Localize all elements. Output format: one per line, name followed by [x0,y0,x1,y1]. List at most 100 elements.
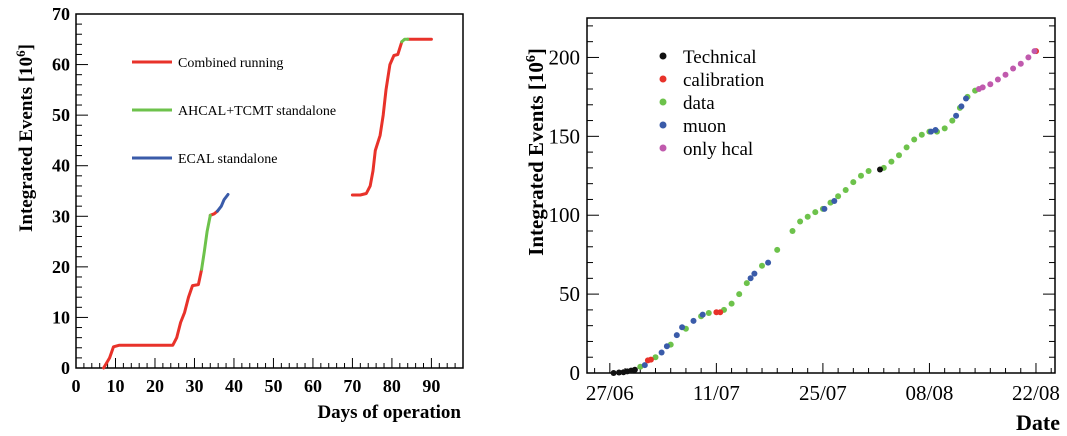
data-point [699,311,706,318]
data-point [865,168,872,174]
data-point [705,310,712,316]
data-point [850,179,857,186]
data-point [877,166,883,173]
data-point [812,209,819,216]
data-point [690,317,697,324]
y-tick-label: 20 [52,257,70,277]
x-tick-label: 11/07 [693,381,740,405]
legend-label: AHCAL+TCMT standalone [178,104,336,119]
data-point [858,172,864,179]
data-point [679,324,686,331]
data-point [647,356,654,363]
y-axis-label: Integrated Events [106] [524,48,548,256]
x-axis-label: Days of operation [317,402,461,423]
data-point [637,363,644,370]
legend-swatch [659,52,667,60]
data-point [804,213,811,220]
data-point [896,152,902,159]
series-line [200,213,212,271]
y-axis-label-end: ] [524,48,548,55]
legend-label: data [683,93,715,114]
x-tick-label: 08/08 [906,381,954,405]
data-point [759,262,765,269]
data-point [918,131,925,138]
x-tick-label: 90 [422,376,440,396]
data-point [658,349,665,356]
y-axis-label-exponent: 6 [13,50,28,57]
data-point [743,280,750,287]
y-tick-label: 0 [61,358,70,378]
y-tick-label: 100 [549,203,581,227]
legend-swatch [659,121,667,129]
y-tick-label: 150 [549,124,581,148]
y-tick-label: 10 [52,307,70,327]
legend-label: calibration [683,70,765,91]
y-tick-label: 70 [52,4,70,24]
date-chart: 27/06 11/07 25/07 08/08 22/08 0 50 100 150 200 Te… [524,17,1060,435]
legend-swatch [659,75,667,83]
series-line [102,267,204,370]
data-point [1010,65,1017,72]
y-axis-label-exponent: 6 [524,55,539,62]
data-point [774,246,781,253]
y-tick-label: 50 [52,105,70,125]
y-axis-label-main: Integrated Events [10 [524,62,548,256]
data-point [949,117,956,124]
x-tick-label: 22/08 [1012,381,1060,405]
data-point [765,259,772,266]
x-tick-label: 20 [146,376,164,396]
data-point [747,275,754,282]
plot-frame [586,17,1056,374]
y-tick-label: 0 [570,361,581,385]
y-tick-label: 200 [549,45,581,69]
data-point [1002,71,1009,78]
data-point [941,125,948,132]
legend-label: only hcal [683,139,753,160]
data-point [928,128,934,135]
data-point [610,370,617,376]
data-point [616,369,622,376]
legend-label: Combined running [178,56,283,71]
data-point [728,300,735,307]
x-tick-label: 80 [383,376,401,396]
x-tick-label: 0 [72,376,81,396]
data-point [673,332,680,339]
data-point [958,103,965,110]
data-point [1025,54,1032,61]
data-point [641,362,648,369]
data-point [888,158,895,165]
data-point [987,81,994,88]
legend-label: Technical [683,47,757,68]
y-tick-label: 30 [52,206,70,226]
data-point [911,136,918,143]
x-tick-label: 70 [343,376,361,396]
series-line [400,37,410,44]
x-tick-label: 40 [225,376,243,396]
series-line [215,193,230,213]
x-tick-label: 30 [185,376,203,396]
x-tick-label: 27/06 [586,381,634,405]
y-tick-label: 40 [52,156,70,176]
data-point [821,205,828,212]
legend-label: muon [683,116,727,137]
data-point [835,193,842,200]
days-of-operation-chart: 0 10 20 30 40 50 60 70 80 90 0 10 20 30 40 50 60 70 Combi… [13,4,464,423]
x-tick-label: 50 [264,376,282,396]
data-point [842,187,849,193]
data-point [932,127,939,133]
x-axis-label: Date [1016,410,1060,435]
data-point [751,270,758,277]
series-line [350,40,404,197]
data-point [797,218,804,225]
y-axis-label-main: Integrated Events [10 [16,57,37,232]
data-point [717,309,724,316]
data-point [652,354,659,361]
data-point [953,112,960,119]
data-point [631,366,638,373]
data-point [979,84,986,91]
y-axis-label: Integrated Events [106] [13,44,37,232]
data-point [1031,48,1038,55]
x-tick-label: 25/07 [799,381,847,405]
data-point [663,343,670,350]
legend-label: ECAL standalone [178,152,277,167]
